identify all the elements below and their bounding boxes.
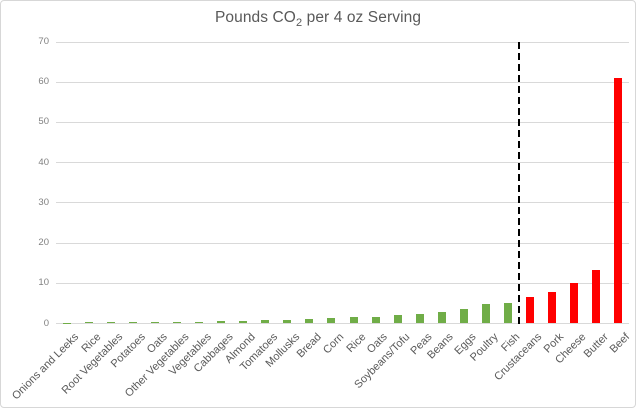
chart-bar [261, 320, 270, 324]
chart-bar [129, 322, 138, 324]
y-axis-tick-label: 70 [38, 36, 49, 47]
chart-bar [327, 318, 336, 324]
chart-title-text: Pounds CO [214, 9, 296, 26]
chart-bar [481, 304, 490, 324]
chart-bar [195, 321, 204, 324]
chart-title-suffix: per 4 oz Serving [302, 9, 422, 26]
chart-title: Pounds CO2 per 4 oz Serving [1, 9, 635, 29]
chart-bar [591, 270, 600, 324]
threshold-divider-line [517, 42, 521, 324]
chart-bar [547, 292, 556, 324]
gridline [56, 41, 629, 43]
chart-bar [305, 319, 314, 324]
x-axis-label-text: Bread [294, 330, 324, 360]
x-axis-label-text: Corn [320, 330, 346, 356]
y-axis-tick-label: 60 [38, 76, 49, 88]
x-axis-line [56, 323, 629, 324]
y-axis-tick-label: 40 [38, 156, 49, 168]
chart-bar [525, 297, 534, 324]
x-axis-label-text: Beef [607, 330, 633, 355]
chart-bar [459, 308, 468, 324]
gridline [56, 81, 629, 83]
chart-bar [151, 322, 160, 324]
chart-bar [85, 322, 94, 324]
x-axis-label-text: Rice [343, 330, 369, 355]
chart-bar [569, 283, 578, 324]
chart-bar [393, 314, 402, 324]
chart-bar [437, 311, 446, 324]
gridline [56, 121, 629, 123]
y-axis-tick-label: 50 [38, 116, 49, 128]
chart-bar [239, 320, 248, 324]
chart-bar [173, 321, 182, 324]
chart-bar [107, 322, 116, 324]
y-axis-tick-label: 30 [38, 196, 49, 208]
gridline [56, 282, 629, 284]
y-axis-tick-label: 10 [38, 277, 49, 289]
y-axis-tick-label: 20 [38, 237, 49, 249]
y-axis-tick-label: 0 [43, 317, 49, 329]
chart-bar [283, 319, 292, 324]
gridline [56, 202, 629, 204]
chart-bar [63, 322, 72, 324]
chart-bar [217, 321, 226, 324]
chart-bar [349, 317, 358, 324]
x-axis-label-text: Butter [581, 330, 611, 360]
gridline [56, 242, 629, 244]
chart-bar [503, 303, 512, 324]
chart-bar [613, 78, 622, 324]
chart-bar [415, 313, 424, 324]
chart-bar [371, 317, 380, 324]
gridline [56, 162, 629, 164]
chart-title-subscript: 2 [295, 17, 303, 30]
